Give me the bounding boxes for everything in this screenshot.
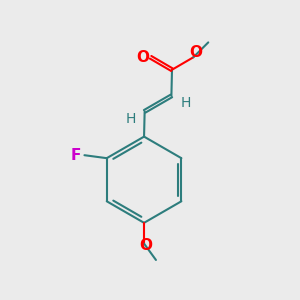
Text: O: O <box>137 50 150 65</box>
Text: F: F <box>71 148 81 163</box>
Text: O: O <box>189 45 202 60</box>
Text: O: O <box>139 238 152 253</box>
Text: H: H <box>180 96 190 110</box>
Text: H: H <box>125 112 136 126</box>
